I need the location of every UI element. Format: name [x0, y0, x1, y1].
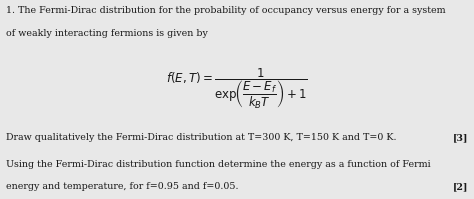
Text: [3]: [3] — [453, 133, 468, 142]
Text: 1. The Fermi-Dirac distribution for the probability of occupancy versus energy f: 1. The Fermi-Dirac distribution for the … — [6, 6, 445, 15]
Text: Draw qualitatively the Fermi-Dirac distribution at T=300 K, T=150 K and T=0 K.: Draw qualitatively the Fermi-Dirac distr… — [6, 133, 396, 142]
Text: [2]: [2] — [453, 182, 468, 191]
Text: Using the Fermi-Dirac distribution function determine the energy as a function o: Using the Fermi-Dirac distribution funct… — [6, 160, 430, 169]
Text: $f(E,T) = \dfrac{1}{\mathrm{exp}\!\left(\dfrac{E - E_f}{k_B T}\right) + 1}$: $f(E,T) = \dfrac{1}{\mathrm{exp}\!\left(… — [166, 67, 308, 111]
Text: energy and temperature, for f=0.95 and f=0.05.: energy and temperature, for f=0.95 and f… — [6, 182, 238, 191]
Text: of weakly interacting fermions is given by: of weakly interacting fermions is given … — [6, 29, 208, 38]
